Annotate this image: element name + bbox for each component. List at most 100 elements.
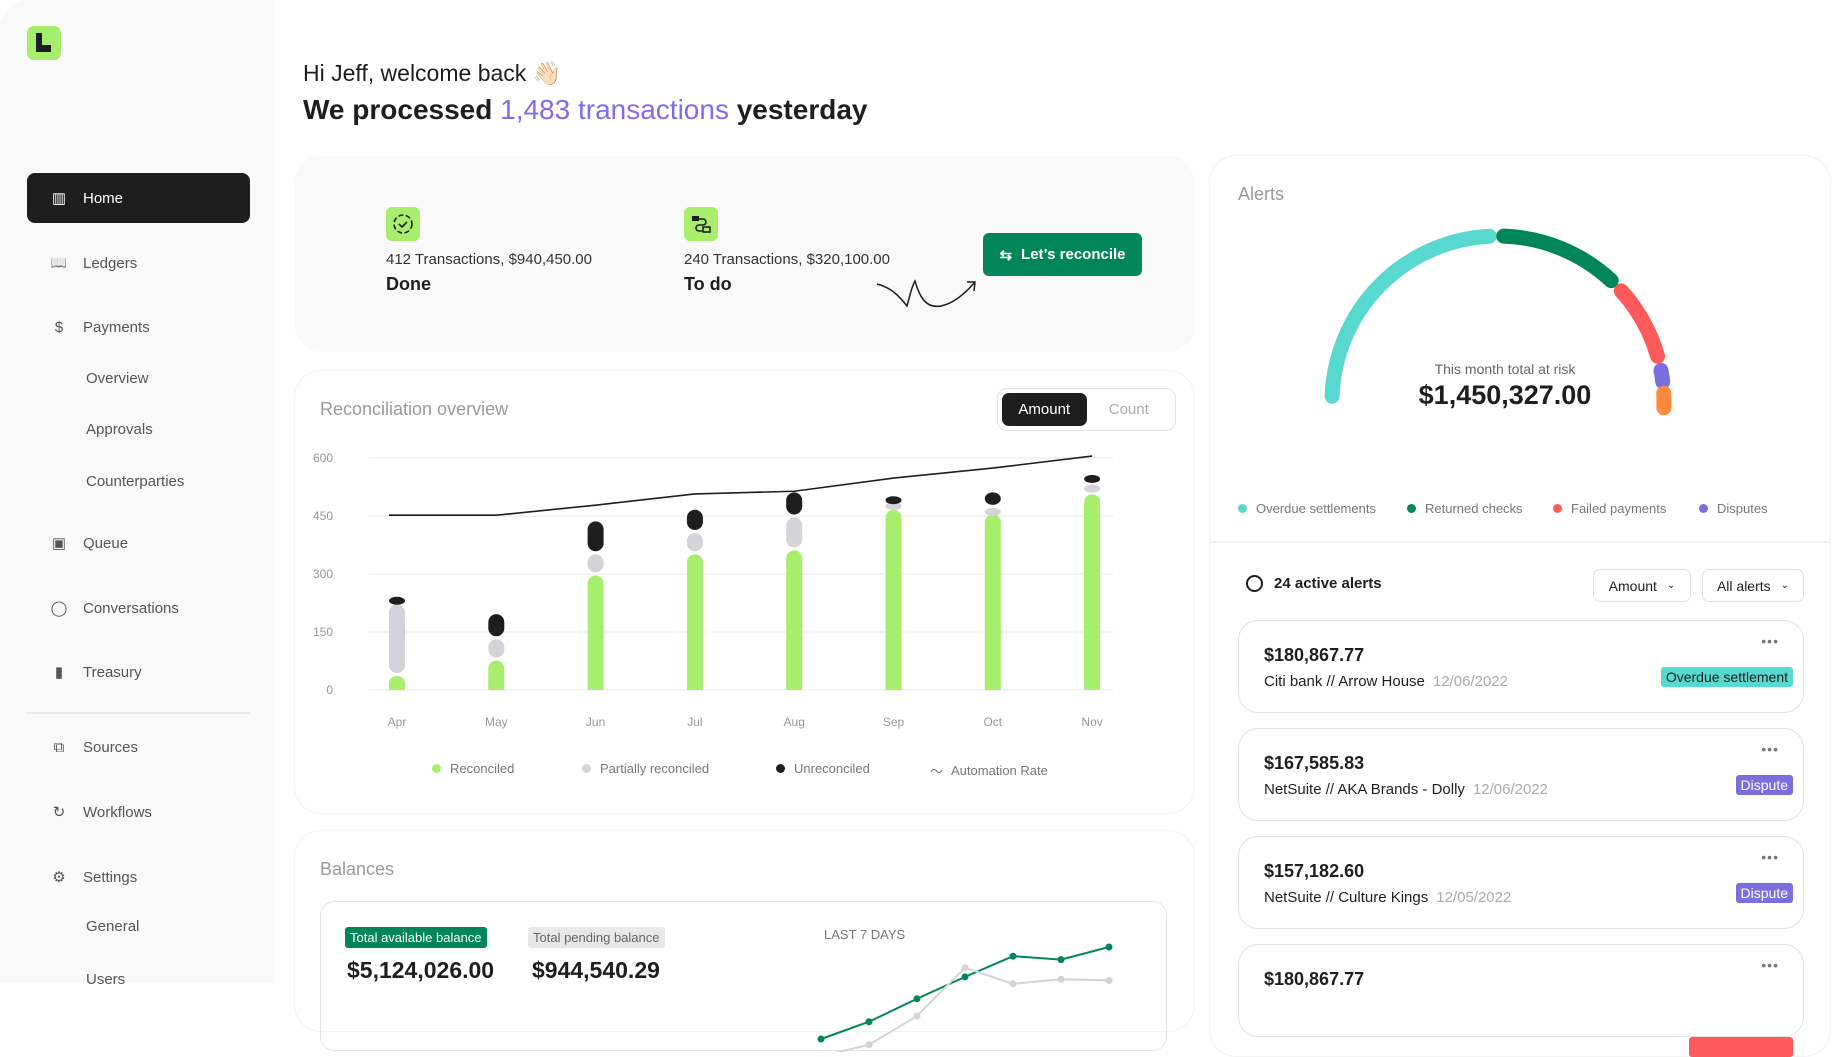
legend-dot bbox=[776, 764, 785, 773]
gauge-returned-segment bbox=[1504, 236, 1611, 280]
sidebar-item-home[interactable]: ▥Home bbox=[27, 173, 250, 223]
legend-label: Returned checks bbox=[1425, 501, 1523, 516]
gear-icon: ⚙ bbox=[49, 868, 69, 886]
bar-partially-reconciled bbox=[985, 508, 1001, 516]
sidebar-item-overview[interactable]: Overview bbox=[86, 370, 149, 387]
bar-unreconciled bbox=[588, 521, 604, 551]
legend-label: Disputes bbox=[1717, 501, 1768, 516]
sidebar-item-workflows[interactable]: ↻Workflows bbox=[27, 787, 250, 837]
sidebar-item-label: Sources bbox=[83, 739, 138, 756]
chevron-down-icon: ⌄ bbox=[1781, 580, 1789, 591]
alert-source-row bbox=[1264, 997, 1272, 1014]
sort-dropdown[interactable]: Amount⌄ bbox=[1593, 569, 1691, 602]
alert-card[interactable]: $167,585.83 NetSuite // AKA Brands - Dol… bbox=[1238, 728, 1804, 821]
sidebar-item-label: Payments bbox=[83, 319, 150, 336]
bar-reconciled bbox=[1084, 494, 1100, 690]
legend-label: Reconciled bbox=[450, 761, 514, 776]
alert-legend-item: Failed payments bbox=[1553, 501, 1666, 516]
todo-label: To do bbox=[684, 274, 732, 295]
available-badge: Total available balance bbox=[345, 927, 487, 948]
bar-partially-reconciled bbox=[389, 605, 405, 674]
bar-partially-reconciled bbox=[1084, 485, 1100, 493]
legend-dot bbox=[432, 764, 441, 773]
sidebar-item-conversations[interactable]: ◯Conversations bbox=[27, 583, 250, 633]
sidebar-item-counterparties[interactable]: Counterparties bbox=[86, 473, 184, 490]
gauge-label: This month total at risk bbox=[1210, 361, 1800, 377]
bar-partially-reconciled bbox=[687, 533, 703, 551]
alert-tag: Dispute bbox=[1736, 883, 1793, 903]
alert-legend-item: Overdue settlements bbox=[1238, 501, 1376, 516]
sidebar-item-general[interactable]: General bbox=[86, 918, 139, 935]
sidebar-divider bbox=[27, 712, 250, 714]
bar-reconciled bbox=[588, 576, 604, 691]
sidebar-item-payments[interactable]: $Payments bbox=[27, 302, 250, 352]
spark-point bbox=[818, 1036, 825, 1043]
todo-text: 240 Transactions, $320,100.00 bbox=[684, 251, 890, 268]
alert-legend-item: Returned checks bbox=[1407, 501, 1523, 516]
legend-dot bbox=[1238, 504, 1247, 513]
more-icon[interactable]: ••• bbox=[1761, 957, 1779, 973]
legend-label: Automation Rate bbox=[951, 763, 1048, 778]
alert-source: Citi bank // Arrow House bbox=[1264, 673, 1425, 690]
sidebar-item-ledgers[interactable]: 📖Ledgers bbox=[27, 238, 250, 288]
bar-partially-reconciled bbox=[488, 639, 504, 657]
sidebar-item-treasury[interactable]: ▮Treasury bbox=[27, 647, 250, 697]
sidebar-item-label: Workflows bbox=[83, 804, 152, 821]
more-icon[interactable]: ••• bbox=[1761, 849, 1779, 865]
sidebar-item-label: Ledgers bbox=[83, 255, 137, 272]
bar-unreconciled bbox=[985, 492, 1001, 504]
reconcile-button[interactable]: ⇆Let’s reconcile bbox=[983, 233, 1142, 276]
squiggle-arrow-icon bbox=[875, 276, 985, 316]
title-pre: We processed bbox=[303, 94, 492, 125]
x-tick-label: Jul bbox=[687, 715, 702, 729]
filter-value: All alerts bbox=[1717, 578, 1771, 594]
legend-partial: Partially reconciled bbox=[582, 761, 709, 776]
alerts-panel: Alerts This month total at risk $1,450,3… bbox=[1210, 156, 1830, 1056]
available-amount: $5,124,026.00 bbox=[347, 957, 494, 984]
balances-box: Total available balance Total pending ba… bbox=[320, 901, 1167, 1051]
legend-unreconciled: Unreconciled bbox=[776, 761, 870, 776]
sidebar-item-users[interactable]: Users bbox=[86, 971, 125, 988]
bar-reconciled bbox=[985, 514, 1001, 690]
legend-dot bbox=[1699, 504, 1708, 513]
logo[interactable] bbox=[27, 26, 61, 60]
active-alerts: 24 active alerts bbox=[1246, 575, 1382, 592]
legend-label: Unreconciled bbox=[794, 761, 870, 776]
sidebar-item-queue[interactable]: ▣Queue bbox=[27, 518, 250, 568]
filter-dropdown[interactable]: All alerts ⌄ bbox=[1702, 569, 1804, 602]
alert-amount: $157,182.60 bbox=[1264, 861, 1364, 882]
sidebar-item-approvals[interactable]: Approvals bbox=[86, 421, 153, 438]
done-label: Done bbox=[386, 274, 431, 295]
chevron-down-icon: ⌄ bbox=[1667, 580, 1675, 591]
sidebar-item-sources[interactable]: ⧉Sources bbox=[27, 722, 250, 772]
legend-dot bbox=[1407, 504, 1416, 513]
balances-title: Balances bbox=[320, 859, 394, 880]
spark-point bbox=[914, 995, 921, 1002]
alert-date: 12/06/2022 bbox=[1473, 781, 1548, 798]
alert-amount: $180,867.77 bbox=[1264, 645, 1364, 666]
x-tick-label: Sep bbox=[883, 715, 905, 729]
pending-badge: Total pending balance bbox=[528, 927, 665, 948]
sidebar-item-settings[interactable]: ⚙Settings bbox=[27, 852, 250, 902]
risk-gauge bbox=[1210, 156, 1830, 456]
pending-amount: $944,540.29 bbox=[532, 957, 660, 984]
alert-tag: Dispute bbox=[1736, 775, 1793, 795]
flow-icon bbox=[684, 207, 718, 241]
divider bbox=[1210, 541, 1830, 543]
bar-partially-reconciled bbox=[786, 518, 802, 548]
more-icon[interactable]: ••• bbox=[1761, 633, 1779, 649]
transactions-count: 1,483 transactions bbox=[500, 94, 729, 125]
spark-point bbox=[1106, 944, 1113, 951]
alert-tag bbox=[1689, 1037, 1793, 1057]
wave-icon: 👋🏻 bbox=[533, 60, 562, 86]
y-tick-label: 450 bbox=[313, 509, 333, 523]
more-icon[interactable]: ••• bbox=[1761, 741, 1779, 757]
alert-card[interactable]: $180,867.77 ••• bbox=[1238, 944, 1804, 1037]
legend-dot bbox=[1553, 504, 1562, 513]
x-tick-label: May bbox=[485, 715, 508, 729]
sidebar-item-label: Treasury bbox=[83, 664, 142, 681]
